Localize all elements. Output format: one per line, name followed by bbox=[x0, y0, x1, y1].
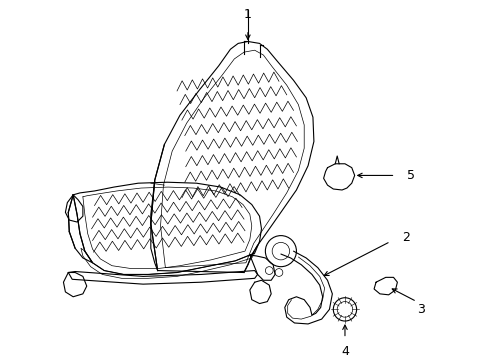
Text: 4: 4 bbox=[340, 345, 348, 358]
Text: 5: 5 bbox=[407, 169, 414, 182]
Text: 3: 3 bbox=[416, 303, 424, 316]
Text: 1: 1 bbox=[244, 9, 251, 22]
Text: 2: 2 bbox=[402, 231, 409, 244]
